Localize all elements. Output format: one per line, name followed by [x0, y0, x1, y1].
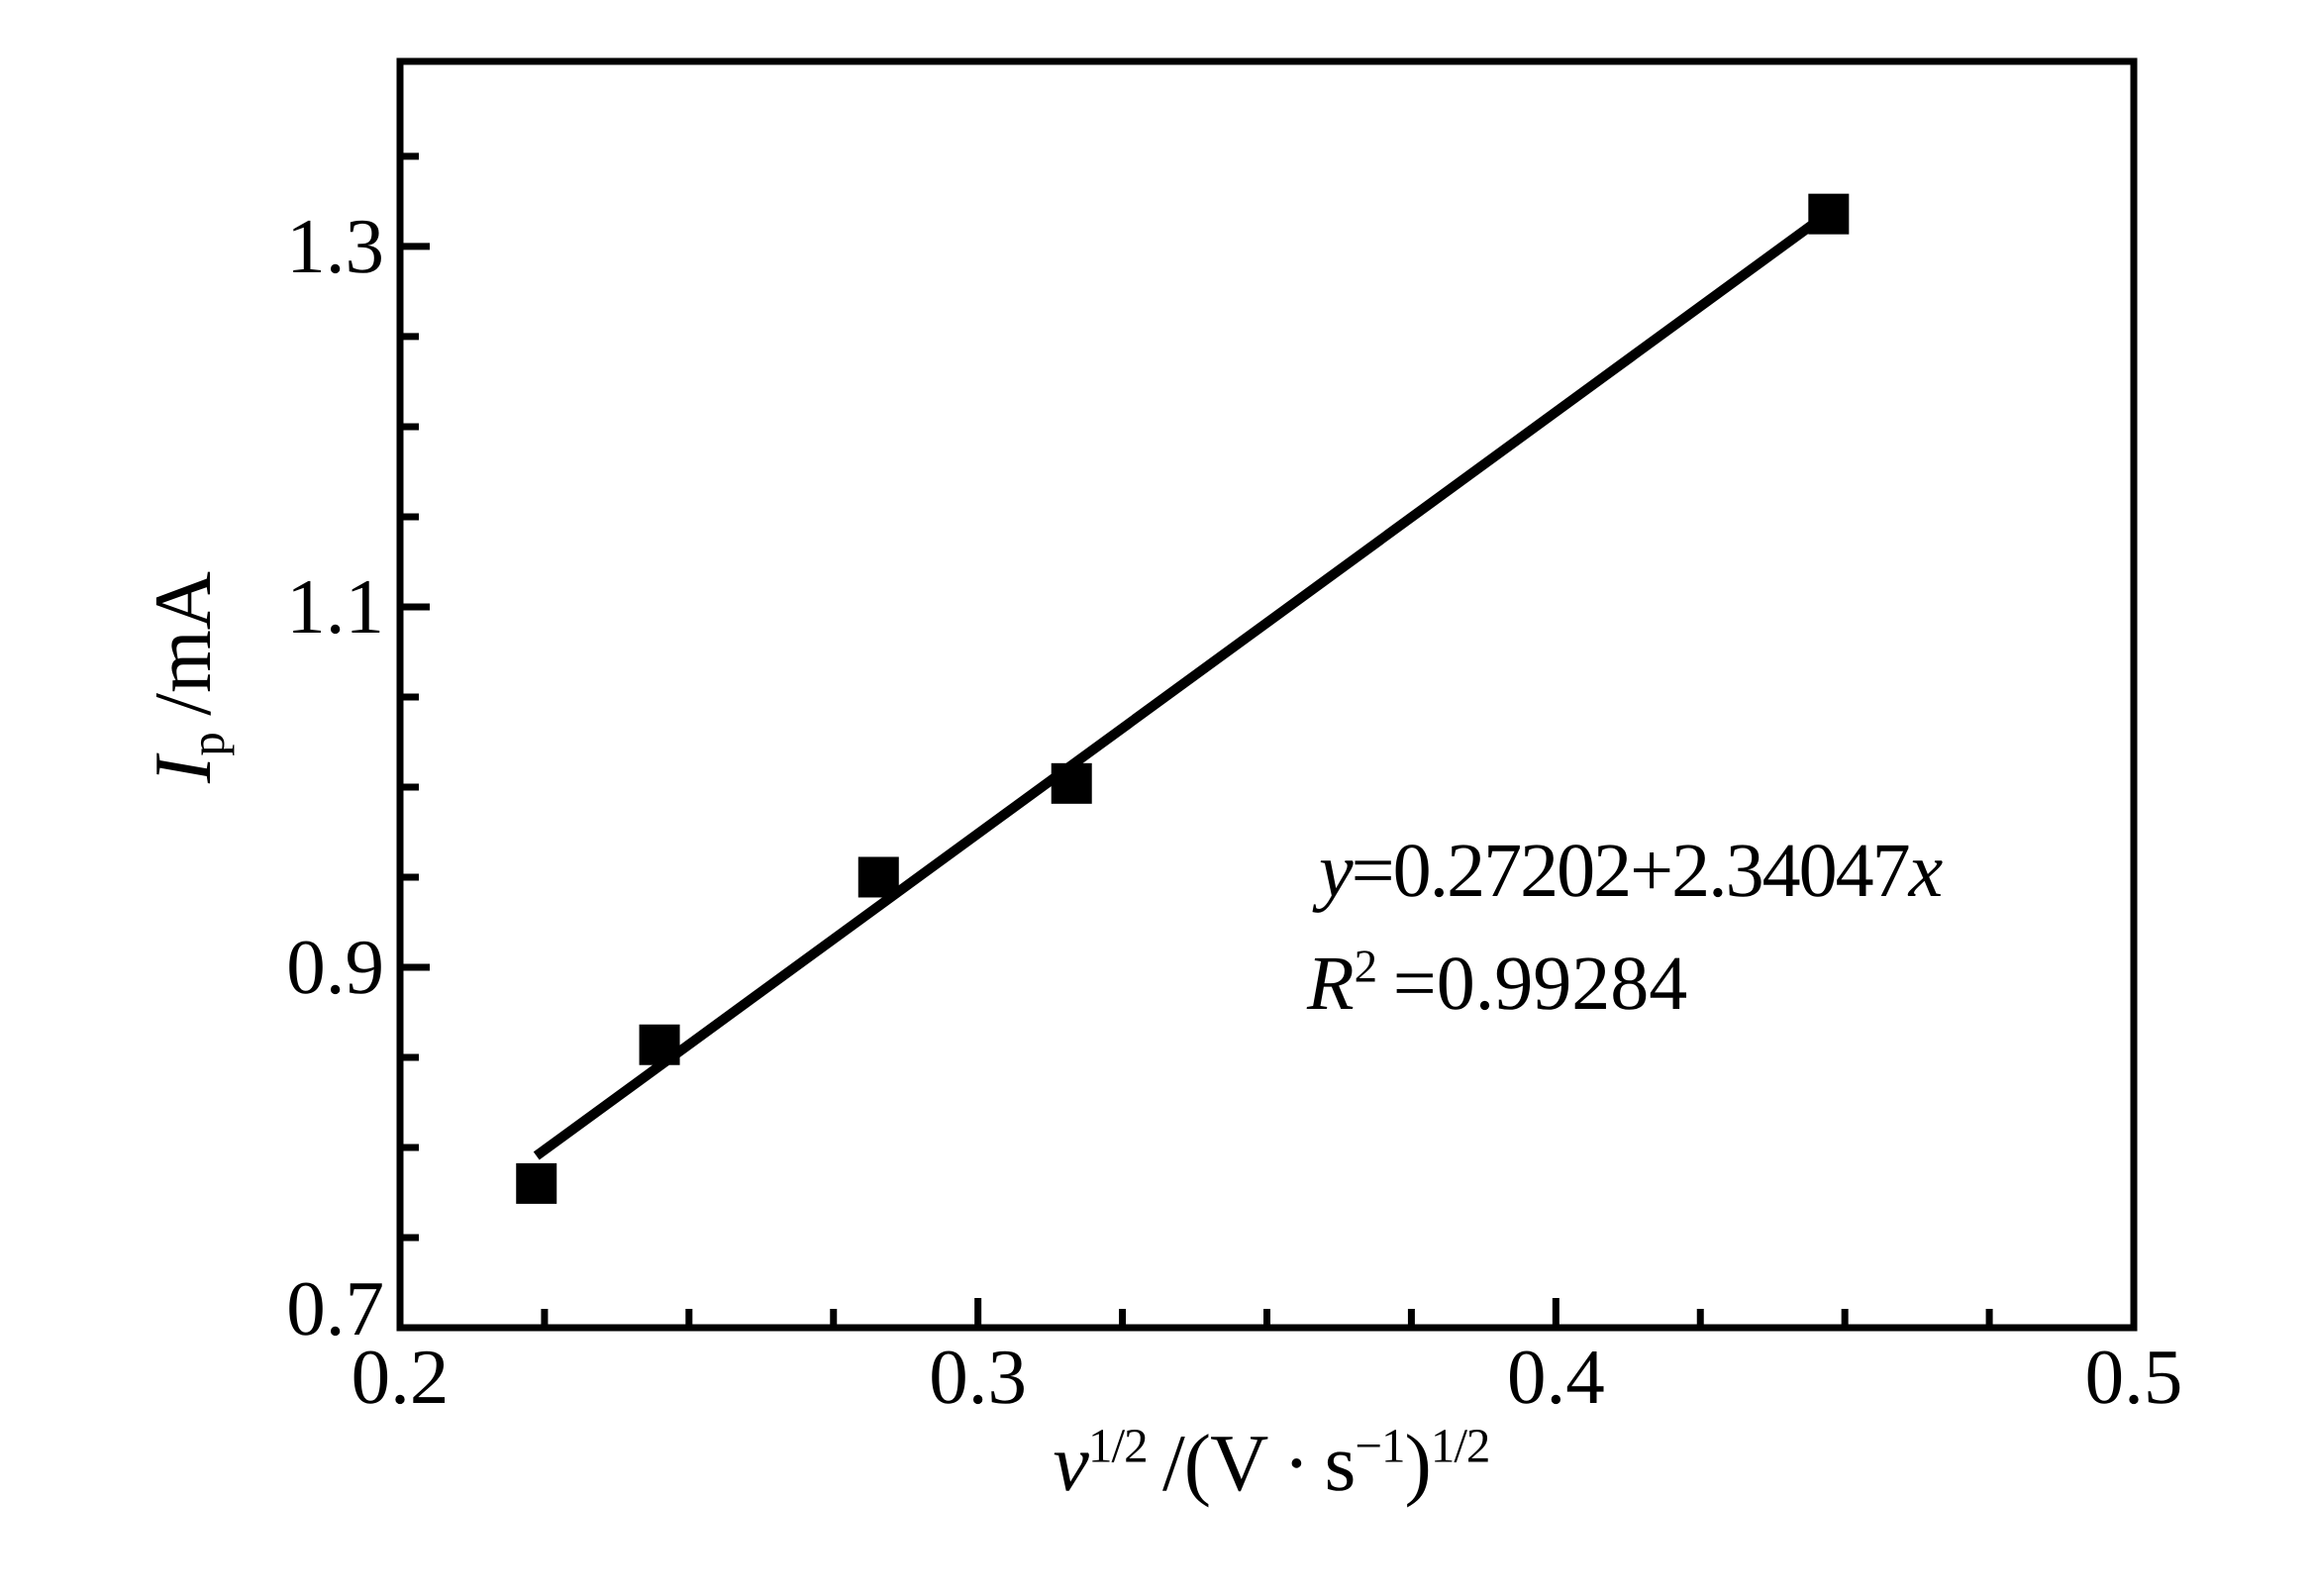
fit-equation-annotation-segment: =0.27202+2.34047 — [1352, 827, 1909, 913]
data-point-marker — [1051, 762, 1092, 804]
plot-frame — [396, 57, 2138, 1332]
y-tick-label: 0.9 — [286, 925, 384, 1011]
x-axis-label-segment: −1 — [1355, 1418, 1404, 1472]
r-squared-annotation: R2​ =0.99284 — [1306, 940, 1687, 1026]
y-tick-label: 1.1 — [286, 564, 384, 650]
data-point-marker — [516, 1162, 557, 1204]
data-point-marker — [1808, 193, 1850, 235]
x-tick-label: 0.5 — [2085, 1335, 2183, 1421]
x-axis-label-segment: v — [1054, 1418, 1090, 1508]
r-squared-annotation-segment: R — [1306, 940, 1355, 1026]
x-tick-label: 0.2 — [352, 1335, 450, 1421]
fit-equation-annotation-segment: x — [1908, 827, 1944, 913]
r-squared-annotation-segment: =0.99284 — [1377, 940, 1687, 1026]
y-tick-label: 0.7 — [286, 1266, 384, 1352]
fit-equation-annotation-segment: y — [1312, 827, 1354, 913]
x-axis-label-segment: ) — [1405, 1418, 1431, 1508]
y-axis-label-segment: I — [138, 752, 228, 784]
x-axis-label: v1/2​ /(V · s−1​)1/2​ — [1054, 1418, 1490, 1508]
x-axis-label-segment: 1/2 — [1088, 1418, 1148, 1472]
fit-line — [533, 208, 1832, 1160]
y-axis-label-segment: p — [180, 732, 235, 756]
x-axis-label-segment: /(V · s — [1148, 1418, 1356, 1508]
data-point-marker — [857, 856, 899, 898]
x-tick-label: 0.4 — [1507, 1335, 1605, 1421]
fit-equation-annotation: y=0.27202+2.34047x — [1312, 827, 1944, 913]
data-point-marker — [639, 1024, 680, 1065]
r-squared-annotation-segment: 2 — [1355, 942, 1378, 993]
x-tick-label: 0.3 — [929, 1335, 1027, 1421]
x-axis-label-segment: 1/2 — [1431, 1418, 1490, 1472]
y-axis-label: Ip​ /mA — [138, 571, 235, 784]
y-tick-label: 1.3 — [286, 204, 384, 290]
y-axis-label-segment: /mA — [138, 571, 228, 732]
